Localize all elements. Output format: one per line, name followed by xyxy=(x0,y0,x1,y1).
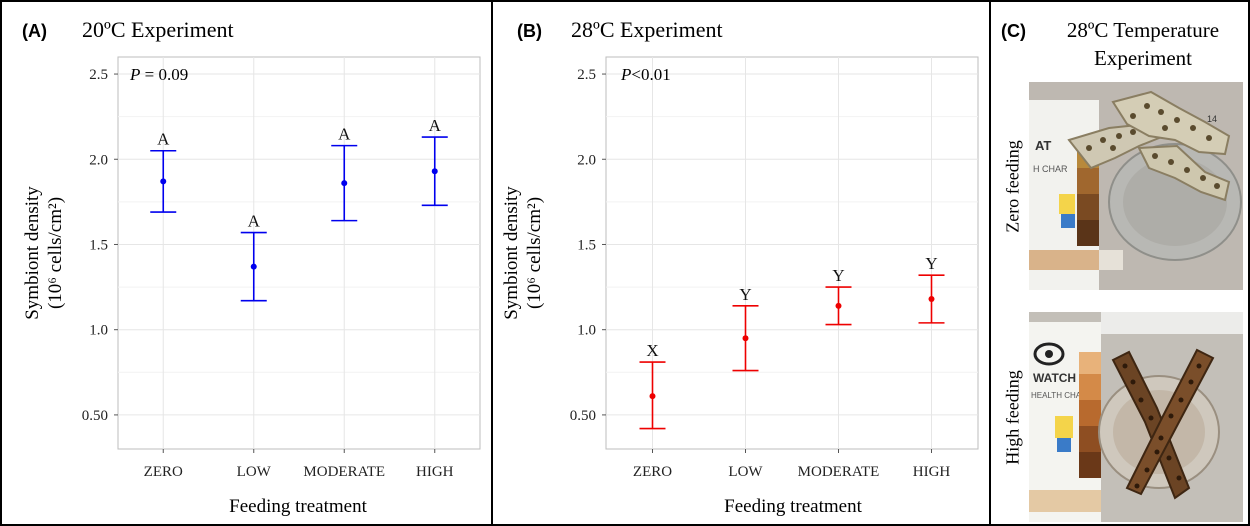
coral-photo-high-feeding: WATCH HEALTH CHART xyxy=(1029,312,1243,522)
y-tick-label: 1.0 xyxy=(577,323,596,339)
error-bars: X Y Y Y xyxy=(639,254,945,430)
panel-letter: (B) xyxy=(517,21,542,41)
mean-point xyxy=(835,302,842,309)
gridlines xyxy=(606,57,978,449)
panel-divider-bc xyxy=(989,0,991,526)
mean-point xyxy=(250,263,257,270)
x-tick-labels: ZERO LOW MODERATE HIGH xyxy=(633,449,950,480)
y-tick-label: 1.5 xyxy=(89,237,108,253)
x-tick-label: HIGH xyxy=(913,464,951,480)
group-letter: A xyxy=(429,116,442,135)
group-letter: A xyxy=(338,125,351,144)
y-tick-label: 2.5 xyxy=(577,67,596,83)
mean-point xyxy=(431,168,438,175)
x-tick-labels: ZERO LOW MODERATE HIGH xyxy=(144,449,454,480)
panel-divider-ab xyxy=(491,0,493,526)
x-axis-label: Feeding treatment xyxy=(724,496,862,517)
group-letter: A xyxy=(157,130,170,149)
plot-area xyxy=(605,56,979,450)
plot-area xyxy=(117,56,481,450)
group-letter: A xyxy=(248,212,261,231)
svg-text:H CHAR: H CHAR xyxy=(1033,164,1068,174)
y-tick-label: 1.5 xyxy=(577,237,596,253)
group-letter: Y xyxy=(925,254,937,273)
mean-point xyxy=(649,393,656,400)
y-tick-label: 0.50 xyxy=(82,408,108,424)
y-tick-label: 0.50 xyxy=(570,408,596,424)
x-tick-label: LOW xyxy=(728,464,763,480)
photo-label-zero: Zero feeding xyxy=(1002,139,1023,233)
svg-text:HEALTH CHART: HEALTH CHART xyxy=(1031,391,1092,400)
panel-title: 20ºC Experiment xyxy=(82,17,234,42)
y-axis-label-line1: Symbiont density xyxy=(22,186,43,320)
mean-point xyxy=(160,178,167,185)
p-value: P<0.01 xyxy=(620,65,671,84)
svg-text:WATCH: WATCH xyxy=(1033,371,1076,385)
coral-photo-zero-feeding: AT H CHAR 14 xyxy=(1029,82,1243,290)
photo-panel-header: (C) 28ºC Temperature Experiment xyxy=(1001,18,1219,70)
x-tick-label: MODERATE xyxy=(303,464,385,480)
p-value: P = 0.09 xyxy=(129,65,188,84)
chart-panel-b: (B) 28ºC Experiment P<0.01 0.50 1.0 1.5 2.0… xyxy=(501,17,979,517)
panel-letter: (C) xyxy=(1001,21,1026,41)
x-tick-label: MODERATE xyxy=(798,464,880,480)
y-tick-label: 2.0 xyxy=(577,152,596,168)
group-letter: Y xyxy=(739,285,751,304)
group-letter: X xyxy=(646,341,658,360)
chart-panel-a: (A) 20ºC Experiment P = 0.09 0.50 1.0 1.5 2… xyxy=(22,17,481,517)
svg-text:14: 14 xyxy=(1207,114,1217,124)
photo-label-high: High feeding xyxy=(1002,369,1023,465)
svg-text:AT: AT xyxy=(1035,138,1051,153)
y-tick-label: 1.0 xyxy=(89,323,108,339)
x-tick-label: ZERO xyxy=(144,464,183,480)
panel-title-line2: Experiment xyxy=(1094,46,1192,70)
error-bars: A A A A xyxy=(150,116,448,302)
y-tick-labels: 0.50 1.0 1.5 2.0 2.5 xyxy=(570,67,606,424)
x-tick-label: LOW xyxy=(237,464,272,480)
mean-point xyxy=(928,296,935,303)
y-axis-label-line2: (10⁶ cells/cm²) xyxy=(45,197,66,309)
mean-point xyxy=(742,335,749,342)
x-tick-label: HIGH xyxy=(416,464,454,480)
y-tick-label: 2.5 xyxy=(89,67,108,83)
y-tick-labels: 0.50 1.0 1.5 2.0 2.5 xyxy=(82,67,118,424)
y-axis-label-line2: (10⁶ cells/cm²) xyxy=(524,197,545,309)
panel-title: 28ºC Experiment xyxy=(571,17,723,42)
mean-point xyxy=(341,180,348,187)
y-axis-label-line1: Symbiont density xyxy=(501,186,522,320)
panel-title-line1: 28ºC Temperature xyxy=(1067,18,1219,42)
y-tick-label: 2.0 xyxy=(89,152,108,168)
x-axis-label: Feeding treatment xyxy=(229,496,367,517)
group-letter: Y xyxy=(832,266,844,285)
x-tick-label: ZERO xyxy=(633,464,672,480)
panel-letter: (A) xyxy=(22,21,47,41)
